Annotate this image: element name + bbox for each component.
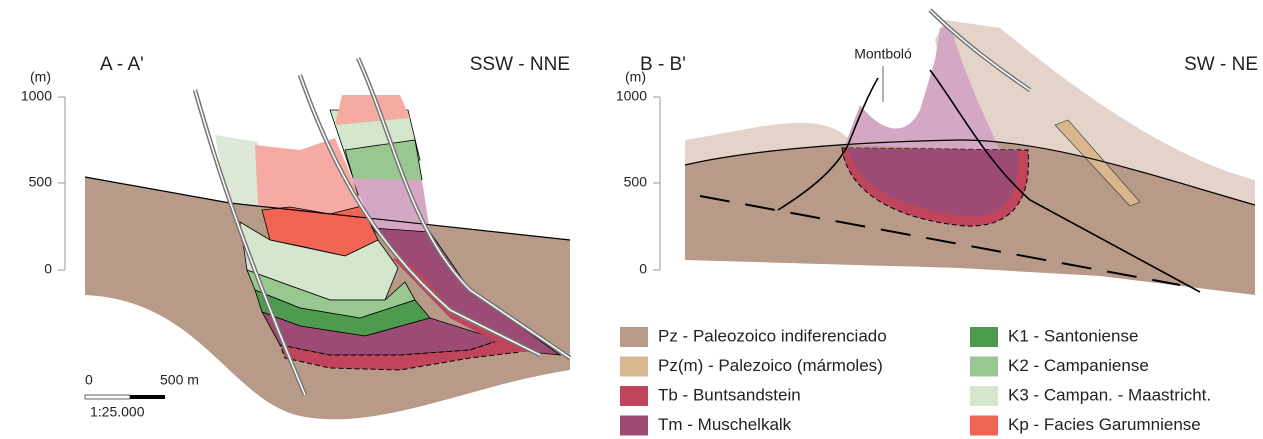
legend-label: Pz(m) - Palezoico (mármoles): [658, 356, 883, 375]
tick-label: 0: [639, 261, 647, 277]
legend-label: K1 - Santoniense: [1008, 326, 1138, 345]
tick-label: 0: [44, 261, 52, 277]
legend-label: K2 - Campaniense: [1008, 356, 1149, 375]
legend-label: Pz - Paleozoico indiferenciado: [658, 326, 887, 345]
section-title: A - A': [100, 54, 144, 75]
unit: (m): [30, 69, 51, 85]
tick-label: 500: [29, 174, 53, 190]
scale-ratio: 1:25.000: [90, 404, 145, 420]
legend-label: Tb - Buntsandstein: [658, 385, 801, 404]
legend-swatch: [620, 327, 648, 347]
legend-swatch: [620, 357, 648, 377]
legend-label: Tm - Muschelkalk: [658, 415, 792, 434]
legend-label: Kp - Facies Garumniense: [1008, 415, 1201, 434]
legend-swatch: [620, 386, 648, 406]
legend-swatch: [970, 386, 998, 406]
scale-end: 500 m: [160, 372, 199, 388]
tick-label: 500: [624, 174, 648, 190]
figure: A - A' SSW - NNE (m) 1000 500 0 0 500 m …: [0, 0, 1263, 439]
tick-label: 1000: [616, 88, 647, 104]
legend-swatch: [620, 416, 648, 436]
section-b: B - B' SW - NE Montboló (m) 1000 500 0: [616, 10, 1258, 295]
unit: (m): [625, 69, 646, 85]
direction: SW - NE: [1184, 54, 1258, 75]
legend-label: K3 - Campan. - Maastricht.: [1008, 385, 1211, 404]
legend: Pz - Paleozoico indiferenciado Pz(m) - Pa…: [620, 326, 1211, 435]
annotation: Montboló: [854, 46, 912, 62]
section-title: B - B': [640, 54, 686, 75]
legend-swatch: [970, 416, 998, 436]
direction: SSW - NNE: [470, 54, 570, 75]
section-a: A - A' SSW - NNE (m) 1000 500 0 0 500 m …: [21, 54, 570, 420]
tick-label: 1000: [21, 88, 52, 104]
scale-bar: [85, 395, 130, 399]
legend-swatch: [970, 327, 998, 347]
legend-swatch: [970, 357, 998, 377]
scale-start: 0: [85, 372, 93, 388]
scale-bar: [130, 395, 165, 399]
